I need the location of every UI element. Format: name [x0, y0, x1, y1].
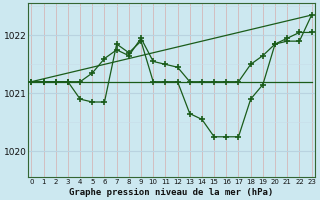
- X-axis label: Graphe pression niveau de la mer (hPa): Graphe pression niveau de la mer (hPa): [69, 188, 274, 197]
